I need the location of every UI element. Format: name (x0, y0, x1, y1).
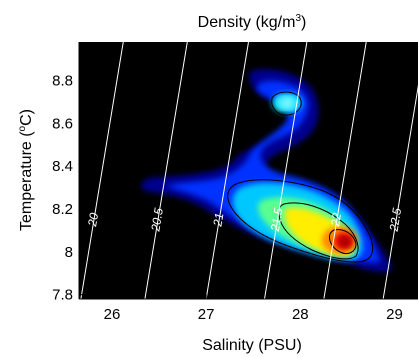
contour-upper (271, 91, 302, 116)
y-tick-label: 8 (65, 244, 73, 261)
y-axis-ticks: 7.8 8 8.2 8.4 8.6 8.8 (52, 73, 84, 304)
isopycnal-label: 21.5 (268, 207, 286, 234)
isopycnal-label: 21 (210, 212, 226, 228)
x-tick-label: 26 (104, 306, 121, 323)
x-axis-label: Salinity (PSU) (202, 337, 302, 354)
y-axis-label: Temperature (oC) (17, 109, 35, 231)
density-field (141, 69, 393, 272)
isopycnal-label: 22.5 (386, 207, 404, 234)
x-tick-label: 29 (386, 306, 403, 323)
x-axis-ticks: 26 27 28 29 (104, 294, 403, 323)
contour-peak (329, 229, 357, 255)
isopycnal-label: 20 (85, 212, 101, 229)
x-tick-label: 27 (198, 306, 215, 323)
y-tick-label: 8.8 (52, 73, 73, 90)
isopycnal-line (264, 42, 308, 299)
contour-inner (278, 202, 359, 260)
contour-outer (227, 179, 374, 263)
chart-title: Density (kg/m3) (198, 13, 307, 31)
isopycnal-lines: 20 20.5 21 21.5 22 22.5 (80, 42, 418, 299)
isopycnal-line (205, 42, 249, 299)
upper-lobe-center (279, 97, 295, 109)
isopycnal-line (382, 84, 418, 299)
x-tick-label: 28 (292, 306, 309, 323)
y-tick-label: 8.2 (52, 201, 73, 218)
isopycnal-label: 22 (328, 212, 344, 229)
isopycnal-line (323, 42, 367, 299)
y-tick-label: 8.4 (52, 158, 73, 175)
y-tick-label: 7.8 (52, 287, 73, 304)
isopycnal-line (80, 42, 124, 299)
isopycnal-line (144, 42, 188, 299)
density-peak-inner (340, 237, 350, 247)
isopycnal-label: 20.5 (148, 207, 166, 234)
y-tick-label: 8.6 (52, 115, 73, 132)
